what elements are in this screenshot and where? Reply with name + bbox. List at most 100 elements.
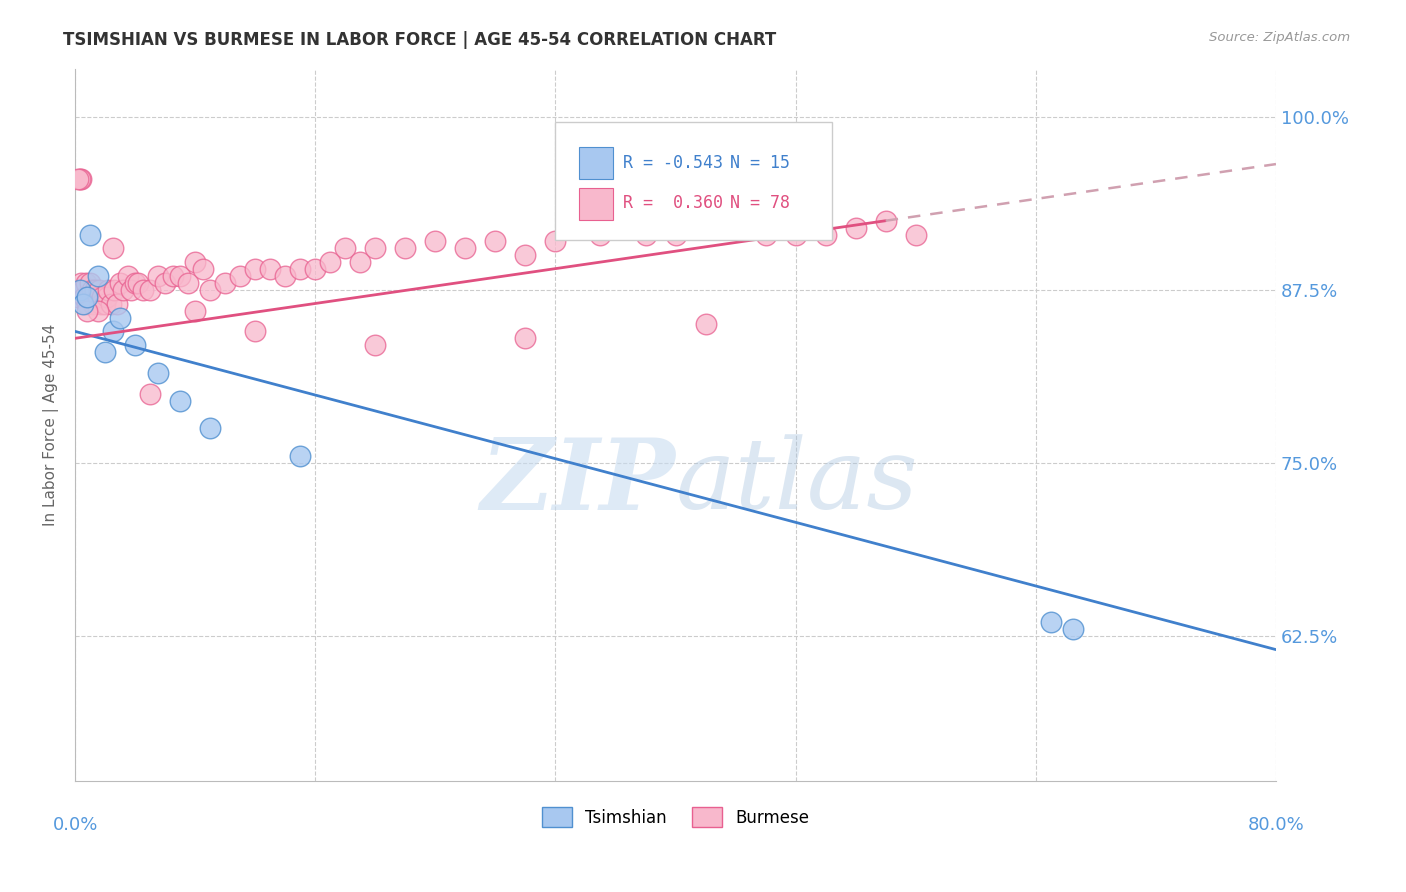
Point [364,241,387,255]
Point [290,262,312,277]
Point [664,227,686,242]
Point [77,290,100,304]
Point [86,303,108,318]
Point [117,268,139,283]
Point [73,290,96,304]
Legend: Tsimshian, Burmese: Tsimshian, Burmese [536,801,815,833]
Text: 0.0%: 0.0% [52,815,98,834]
Point [76,290,98,304]
Point [904,227,927,242]
Point [146,268,169,283]
Point [76,303,98,318]
Point [79,276,101,290]
Point [349,255,371,269]
Point [515,331,537,345]
FancyBboxPatch shape [579,187,613,219]
Point [214,276,236,290]
Point [105,297,128,311]
Point [198,283,221,297]
Text: Source: ZipAtlas.com: Source: ZipAtlas.com [1209,31,1350,45]
Point [94,345,117,359]
Point [69,283,91,297]
Point [274,268,297,283]
Point [101,241,124,255]
Point [724,220,747,235]
Point [82,297,104,311]
Point [83,283,105,297]
Point [124,338,146,352]
Point [67,172,90,186]
Point [72,297,94,311]
Point [695,318,717,332]
Point [544,235,567,249]
Point [69,283,91,297]
Point [394,241,416,255]
Point [290,449,312,463]
Point [454,241,477,255]
Y-axis label: In Labor Force | Age 45-54: In Labor Force | Age 45-54 [44,324,59,526]
Point [319,255,342,269]
Point [814,227,837,242]
Text: atlas: atlas [675,434,918,530]
Point [875,213,897,227]
Point [120,283,142,297]
Point [634,227,657,242]
Point [153,276,176,290]
Point [108,276,131,290]
FancyBboxPatch shape [579,147,613,179]
Point [259,262,281,277]
Point [484,235,506,249]
Point [94,297,117,311]
Point [139,283,162,297]
Point [1062,622,1084,636]
Point [364,338,387,352]
Point [103,283,125,297]
Point [845,220,868,235]
Point [162,268,184,283]
Point [101,325,124,339]
Point [229,268,252,283]
Point [70,276,93,290]
Point [75,276,97,290]
Point [755,227,778,242]
Point [184,303,207,318]
Point [96,290,118,304]
Text: N = 78: N = 78 [730,194,790,212]
Point [97,283,120,297]
Point [131,283,153,297]
Point [67,290,90,304]
Point [245,262,267,277]
Text: R =  0.360: R = 0.360 [623,194,723,212]
Point [198,421,221,435]
Point [80,283,103,297]
Point [79,227,101,242]
Point [86,290,108,304]
Point [589,227,612,242]
Point [87,283,110,297]
Point [169,393,191,408]
Point [69,172,91,186]
Point [72,283,94,297]
Point [108,310,131,325]
Point [139,386,162,401]
Point [304,262,326,277]
Point [76,297,98,311]
Point [91,290,114,304]
Text: N = 15: N = 15 [730,153,790,171]
Point [86,268,108,283]
Point [191,262,214,277]
Point [515,248,537,262]
Point [245,325,267,339]
Text: TSIMSHIAN VS BURMESE IN LABOR FORCE | AGE 45-54 CORRELATION CHART: TSIMSHIAN VS BURMESE IN LABOR FORCE | AG… [63,31,776,49]
Point [335,241,357,255]
Text: R = -0.543: R = -0.543 [623,153,723,171]
Point [695,220,717,235]
Text: 80.0%: 80.0% [1247,815,1305,834]
Point [100,297,122,311]
Point [184,255,207,269]
Point [785,227,807,242]
Point [124,276,146,290]
Point [146,366,169,380]
Point [112,283,135,297]
Point [127,276,149,290]
